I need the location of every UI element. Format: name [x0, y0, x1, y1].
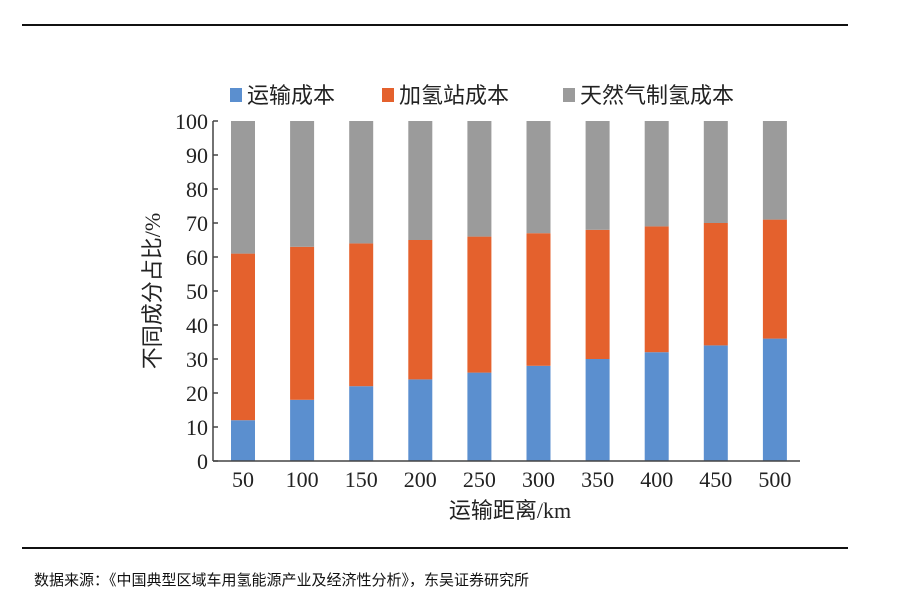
- x-tick-label: 100: [286, 467, 319, 492]
- x-tick-label: 300: [522, 467, 555, 492]
- bar-segment-production: [349, 121, 374, 244]
- bar-segment-station: [408, 240, 433, 380]
- legend-swatch: [230, 88, 242, 102]
- bar-segment-production: [526, 121, 551, 234]
- bar-segment-production: [408, 121, 433, 240]
- bar-segment-transport: [408, 379, 433, 461]
- bar-segment-station: [231, 253, 255, 421]
- legend-swatch: [563, 88, 575, 102]
- bar-segment-transport: [585, 359, 610, 461]
- bar-segment-production: [703, 121, 728, 223]
- x-tick-label: 400: [640, 467, 673, 492]
- bar-segment-station: [762, 219, 787, 339]
- bar-segment-production: [644, 121, 669, 227]
- y-tick-label: 90: [186, 143, 208, 168]
- bar-segment-transport: [467, 372, 492, 461]
- legend-label: 运输成本: [247, 83, 335, 108]
- bar-segment-transport: [231, 420, 255, 461]
- y-tick-label: 20: [186, 381, 208, 406]
- bar-segment-station: [526, 233, 551, 366]
- x-tick-label: 250: [463, 467, 496, 492]
- x-axis-label: 运输距离/km: [449, 498, 571, 523]
- bar-segment-transport: [349, 386, 374, 461]
- x-tick-label: 500: [758, 467, 791, 492]
- y-tick-label: 70: [186, 211, 208, 236]
- y-tick-label: 60: [186, 245, 208, 270]
- x-tick-label: 450: [699, 467, 732, 492]
- top-rule: [22, 24, 848, 26]
- bar-segment-production: [290, 121, 315, 247]
- bar-segment-station: [349, 243, 374, 387]
- x-tick-label: 50: [232, 467, 254, 492]
- x-tick-label: 350: [581, 467, 614, 492]
- bar-segment-production: [231, 121, 255, 254]
- bar-segment-station: [703, 223, 728, 346]
- legend-swatch: [382, 88, 394, 102]
- y-axis-label: 不同成分占比/%: [140, 213, 165, 369]
- bar-segment-station: [644, 226, 669, 353]
- y-tick-label: 30: [186, 347, 208, 372]
- bar-segment-production: [467, 121, 492, 237]
- bar-segment-transport: [762, 338, 787, 461]
- bar-segment-transport: [526, 365, 551, 461]
- bars: [231, 121, 787, 461]
- bar-segment-production: [585, 121, 610, 230]
- x-tick-label: 150: [345, 467, 378, 492]
- y-tick-label: 80: [186, 177, 208, 202]
- bar-segment-transport: [290, 399, 315, 461]
- bar-segment-station: [585, 229, 610, 359]
- y-tick-label: 50: [186, 279, 208, 304]
- bottom-rule: [22, 547, 848, 549]
- bar-segment-station: [290, 246, 315, 400]
- legend-label: 加氢站成本: [399, 83, 509, 108]
- source-note: 数据来源：《中国典型区域车用氢能源产业及经济性分析》，东吴证券研究所: [34, 571, 530, 589]
- x-tick-label: 200: [404, 467, 437, 492]
- bar-segment-transport: [703, 345, 728, 461]
- y-tick-label: 0: [197, 449, 208, 474]
- bar-segment-transport: [644, 352, 669, 461]
- bar-segment-station: [467, 236, 492, 373]
- legend: 运输成本 加氢站成本 天然气制氢成本: [230, 83, 734, 108]
- axes: 0 10 20 30 40 50 60 70 80 90 100 50 100 150 200 250 300 3…: [175, 109, 800, 492]
- y-tick-label: 100: [175, 109, 208, 134]
- bar-segment-production: [762, 121, 787, 220]
- legend-label: 天然气制氢成本: [580, 83, 734, 108]
- y-tick-label: 10: [186, 415, 208, 440]
- y-tick-label: 40: [186, 313, 208, 338]
